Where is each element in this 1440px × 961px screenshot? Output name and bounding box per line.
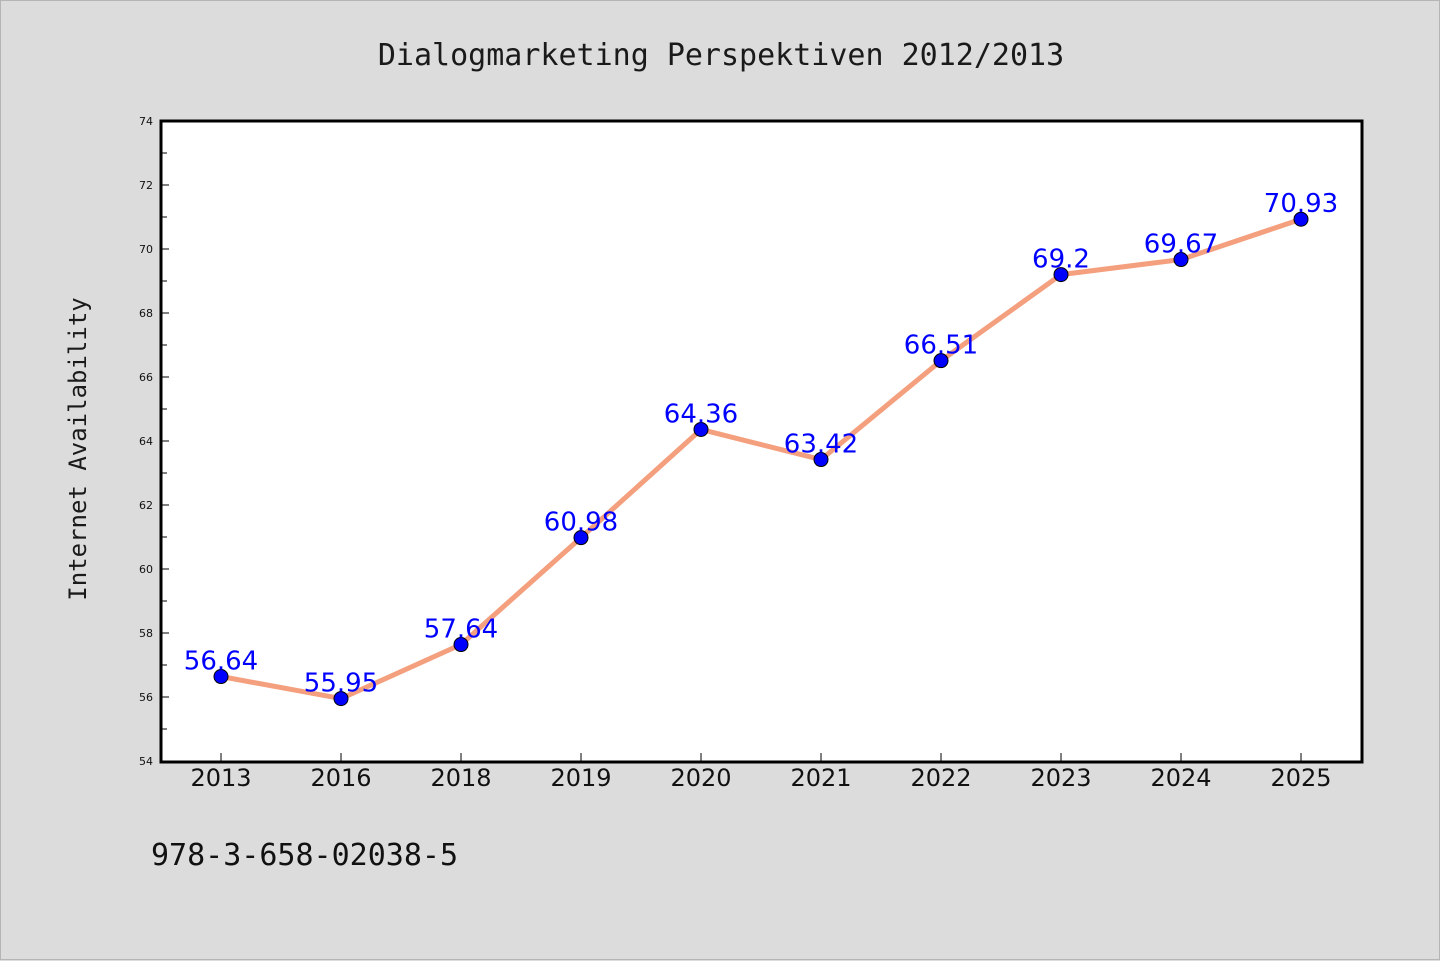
x-tick-label: 2021 [790, 764, 851, 792]
data-point [213, 669, 229, 685]
y-tick-label: 62 [139, 499, 153, 512]
data-label: 60.98 [544, 508, 618, 538]
data-label: 69.2 [1032, 245, 1090, 275]
chart-title: Dialogmarketing Perspektiven 2012/2013 [378, 38, 1064, 73]
data-label: 70.93 [1264, 189, 1338, 219]
plot-area [159, 119, 1364, 764]
y-tick-label: 68 [139, 307, 153, 320]
x-axis-ticks: 2013 2016 2018 2019 2020 2021 2022 2023 2024 2025 [190, 753, 1332, 792]
data-label: 64.36 [664, 399, 738, 429]
x-tick-label: 2023 [1030, 764, 1091, 792]
footer-isbn: 978-3-658-02038-5 [151, 838, 458, 873]
data-label: 63.42 [784, 430, 858, 460]
series-group [213, 211, 1309, 707]
y-tick-label: 54 [139, 755, 153, 768]
y-tick-label: 66 [139, 371, 153, 384]
data-point [693, 421, 709, 437]
data-point [813, 452, 829, 468]
y-tick-label: 60 [139, 563, 153, 576]
data-point [933, 353, 949, 369]
series-line [218, 216, 1304, 702]
data-point [573, 530, 589, 546]
data-point [453, 637, 469, 653]
x-tick-label: 2020 [670, 764, 731, 792]
y-axis-label: Internet Availability [64, 297, 92, 600]
data-label: 69.67 [1144, 230, 1218, 260]
data-point [1293, 211, 1309, 227]
y-tick-label: 74 [139, 115, 153, 128]
data-point [1173, 252, 1189, 268]
data-label: 57.64 [424, 615, 498, 645]
x-tick-label: 2013 [190, 764, 251, 792]
x-tick-label: 2018 [430, 764, 491, 792]
x-tick-label: 2016 [310, 764, 371, 792]
y-tick-label: 58 [139, 627, 153, 640]
x-tick-label: 2024 [1150, 764, 1211, 792]
data-label: 66.51 [904, 331, 978, 361]
data-point [333, 691, 349, 707]
y-tick-label: 56 [139, 691, 153, 704]
y-tick-label: 64 [139, 435, 153, 448]
data-labels: 56.64 55.95 57.64 60.98 64.36 63.42 66.51 69.2 6… [184, 189, 1338, 698]
x-tick-label: 2022 [910, 764, 971, 792]
data-point [1053, 267, 1069, 283]
x-tick-label: 2019 [550, 764, 611, 792]
x-tick-label: 2025 [1270, 764, 1331, 792]
y-tick-label: 70 [139, 243, 153, 256]
y-tick-label: 72 [139, 179, 153, 192]
data-label: 55.95 [304, 669, 378, 699]
y-axis-ticks: 54 56 58 60 62 64 66 68 70 72 74 [139, 115, 169, 768]
data-label: 56.64 [184, 647, 258, 677]
